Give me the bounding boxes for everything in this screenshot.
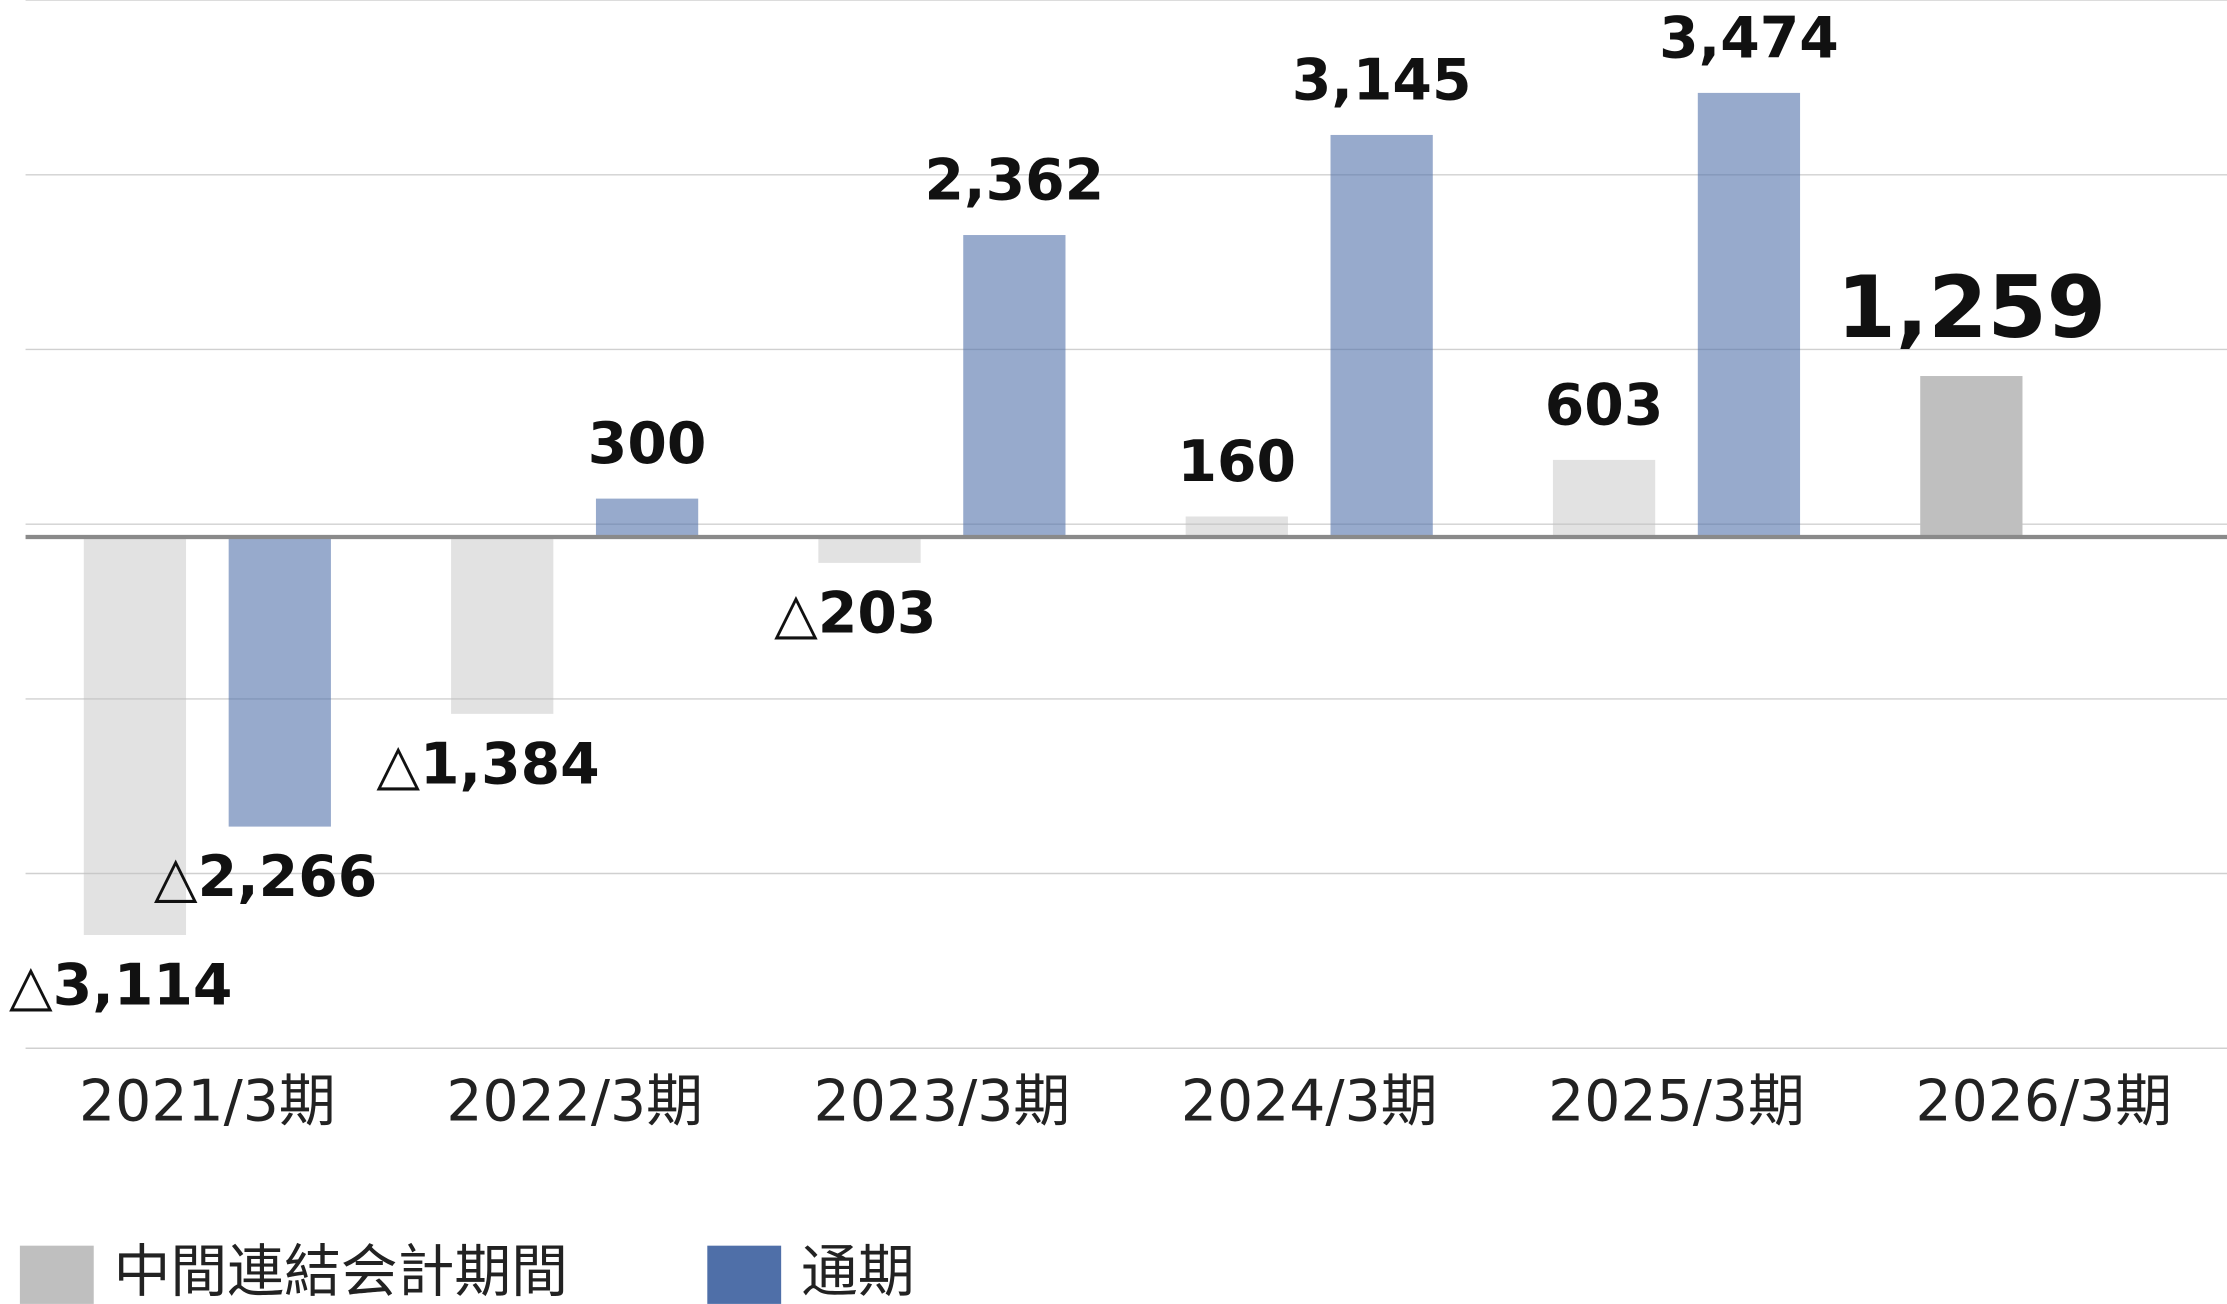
- bar: [595, 498, 699, 537]
- value-label: 2,362: [925, 148, 1105, 214]
- x-tick-label: 2023/3期: [814, 1069, 1071, 1135]
- x-tick-label: 2025/3期: [1548, 1069, 1805, 1135]
- bar: [1330, 134, 1433, 537]
- value-label: △1,384: [376, 731, 599, 797]
- x-tick-label: 2024/3期: [1181, 1069, 1438, 1135]
- bar: [83, 536, 187, 936]
- x-tick-label: 2021/3期: [79, 1069, 336, 1135]
- bar: [1920, 376, 2023, 537]
- value-label: 3,145: [1292, 47, 1472, 113]
- value-label: △3,114: [9, 953, 232, 1019]
- x-tick-label: 2026/3期: [1915, 1069, 2172, 1135]
- bar: [1552, 459, 1656, 537]
- legend-label: 中間連結会計期間: [114, 1239, 568, 1304]
- legend-label: 通期: [801, 1239, 915, 1304]
- legend-swatch: [19, 1245, 94, 1304]
- bar: [1697, 92, 1801, 537]
- value-label: △203: [774, 581, 936, 647]
- value-label: 3,474: [1659, 5, 1839, 71]
- value-label: 1,259: [1837, 259, 2107, 358]
- legend-swatch: [707, 1245, 782, 1304]
- value-label: 300: [588, 411, 707, 477]
- x-tick-label: 2022/3期: [446, 1069, 703, 1135]
- value-label: 160: [1177, 429, 1296, 495]
- bar: [451, 536, 554, 714]
- bar: [1185, 516, 1288, 537]
- value-label: △2,266: [154, 844, 377, 910]
- value-label: 603: [1545, 372, 1664, 438]
- bar: [818, 536, 921, 563]
- bar: [228, 536, 331, 827]
- bar: [963, 235, 1066, 537]
